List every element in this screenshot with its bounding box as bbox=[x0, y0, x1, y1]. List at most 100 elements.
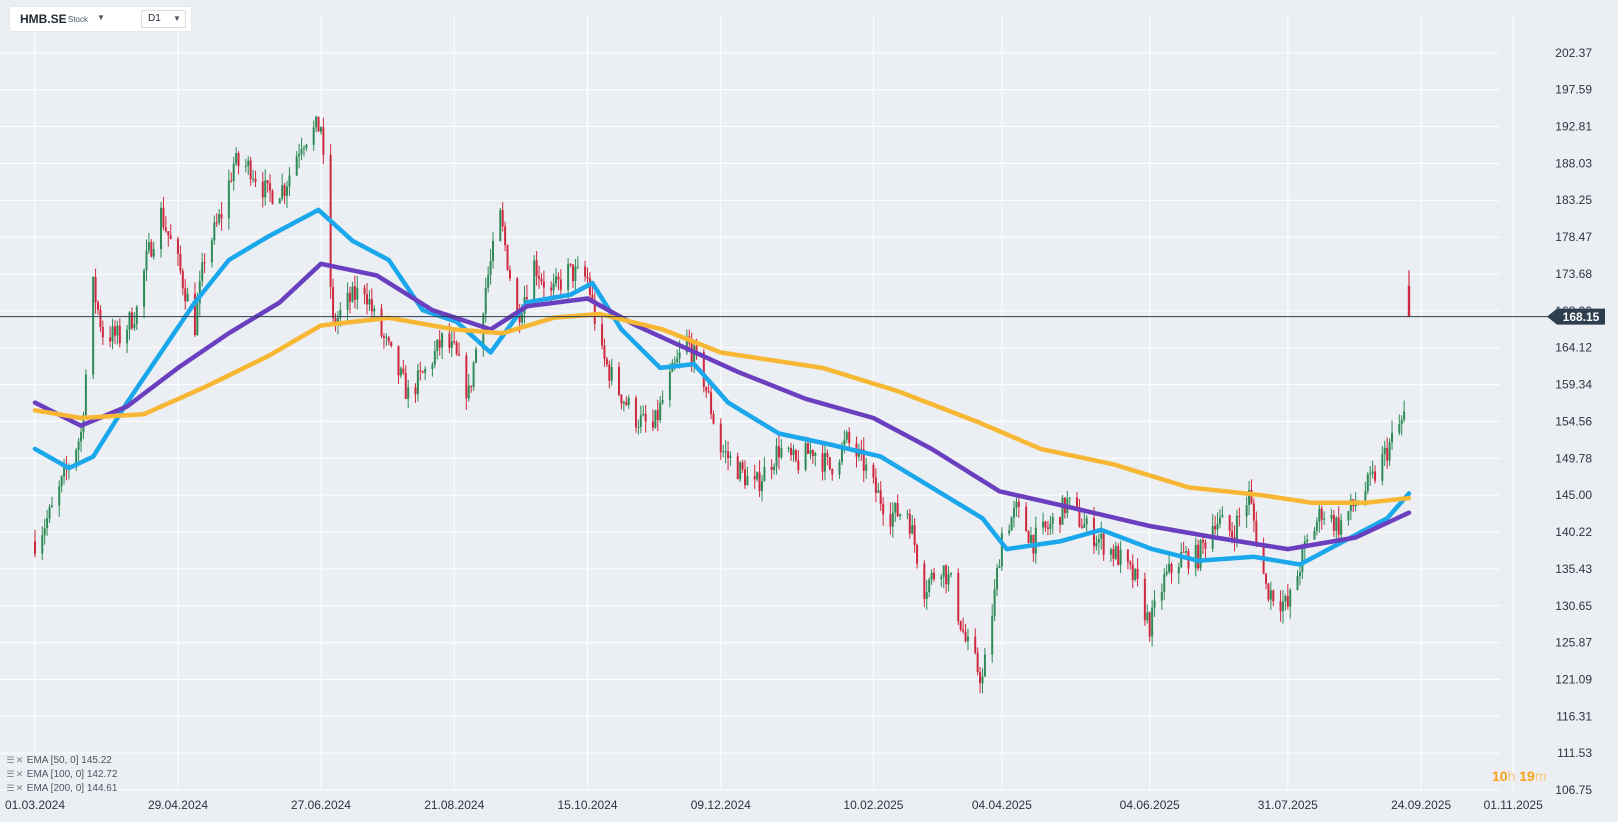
candle-body bbox=[668, 371, 671, 401]
candle-body bbox=[877, 490, 880, 493]
list-icon[interactable]: ☰ bbox=[6, 769, 15, 779]
candle-body bbox=[775, 446, 778, 467]
candle-up bbox=[1369, 466, 1372, 486]
x-tick-label: 01.11.2025 bbox=[1484, 798, 1543, 812]
candle-up bbox=[1153, 590, 1156, 617]
candle-body bbox=[797, 460, 800, 470]
candle-body bbox=[198, 281, 201, 304]
indicator-legend-ema100[interactable]: ☰✕ EMA [100, 0] 142.72 bbox=[6, 769, 117, 780]
candle-body bbox=[1129, 561, 1132, 565]
candle-down bbox=[365, 282, 368, 315]
candle-body bbox=[1202, 540, 1205, 543]
y-tick-label: 121.09 bbox=[1555, 672, 1592, 686]
candle-down bbox=[1117, 543, 1120, 566]
close-icon[interactable]: ✕ bbox=[15, 755, 24, 765]
candle-up bbox=[315, 115, 318, 133]
candle-body bbox=[843, 439, 846, 446]
candle-down bbox=[923, 560, 926, 608]
candle-body bbox=[491, 240, 494, 262]
candle-up bbox=[1085, 515, 1088, 532]
candle-body bbox=[959, 620, 962, 630]
candle-up bbox=[983, 647, 986, 677]
indicator-legend-ema50[interactable]: ☰✕ EMA [50, 0] 145.22 bbox=[6, 755, 112, 766]
candle-countdown: 10h 19m bbox=[1492, 768, 1547, 784]
candle-body bbox=[380, 308, 383, 336]
candle-body bbox=[196, 303, 199, 336]
candle-down bbox=[421, 370, 424, 374]
candle-body bbox=[235, 153, 238, 164]
y-tick-label: 183.25 bbox=[1555, 193, 1592, 207]
candle-body bbox=[567, 263, 570, 290]
candle-body bbox=[247, 160, 250, 166]
candle-up bbox=[930, 569, 933, 585]
candle-body bbox=[317, 116, 320, 132]
x-tick-label: 09.12.2024 bbox=[691, 798, 751, 812]
indicator-value: 145.22 bbox=[81, 755, 112, 766]
candle-body bbox=[1170, 563, 1173, 574]
candle-body bbox=[1218, 517, 1221, 524]
candle-body bbox=[913, 525, 916, 545]
candle-body bbox=[48, 507, 51, 519]
candle-body bbox=[404, 372, 407, 399]
candle-body bbox=[489, 261, 492, 276]
indicator-legend-ema200[interactable]: ☰✕ EMA [200, 0] 144.61 bbox=[6, 783, 117, 794]
candle-down bbox=[777, 434, 780, 470]
candle-down bbox=[1214, 515, 1217, 535]
symbol-selector[interactable]: HMB.SE Stock ▼ D1 ▼ bbox=[10, 7, 191, 31]
candle-body bbox=[346, 292, 349, 310]
candle-body bbox=[983, 654, 986, 677]
timeframe-dropdown[interactable]: D1 ▼ bbox=[141, 10, 186, 28]
candle-body bbox=[356, 287, 359, 300]
candle-body bbox=[436, 339, 439, 351]
candle-down bbox=[821, 441, 824, 481]
indicator-value: 142.72 bbox=[86, 769, 118, 780]
candle-up bbox=[576, 256, 579, 270]
last-price-tag bbox=[1547, 308, 1605, 325]
candle-body bbox=[727, 451, 730, 459]
candle-body bbox=[979, 671, 982, 684]
close-icon[interactable]: ✕ bbox=[15, 783, 24, 793]
candle-up bbox=[300, 137, 303, 161]
candle-up bbox=[288, 167, 291, 197]
candle-body bbox=[1335, 517, 1338, 531]
candle-down bbox=[710, 384, 713, 420]
candle-up bbox=[1400, 415, 1403, 436]
candle-body bbox=[552, 283, 555, 291]
candle-down bbox=[758, 460, 761, 497]
candle-body bbox=[1180, 551, 1183, 568]
candle-body bbox=[1109, 549, 1112, 555]
candle-body bbox=[1044, 521, 1047, 528]
candle-body bbox=[1046, 527, 1049, 529]
candle-body bbox=[1194, 544, 1197, 569]
candle-up bbox=[928, 577, 931, 598]
candle-body bbox=[254, 178, 257, 182]
candle-body bbox=[1102, 533, 1105, 555]
candle-down bbox=[874, 468, 877, 502]
candle-body bbox=[484, 287, 487, 314]
candle-down bbox=[97, 300, 100, 315]
candle-body bbox=[656, 410, 659, 421]
candle-down bbox=[271, 189, 274, 205]
symbol-caret-down-icon[interactable]: ▼ bbox=[97, 13, 105, 22]
candle-up bbox=[43, 518, 46, 545]
candle-up bbox=[1340, 513, 1343, 541]
candle-body bbox=[1114, 546, 1117, 559]
candle-body bbox=[1080, 526, 1083, 528]
candle-down bbox=[179, 245, 182, 275]
candle-body bbox=[181, 271, 184, 289]
candle-body bbox=[1029, 535, 1032, 543]
list-icon[interactable]: ☰ bbox=[6, 783, 15, 793]
candle-body bbox=[164, 227, 167, 232]
candle-down bbox=[1170, 562, 1173, 584]
candle-body bbox=[433, 350, 436, 365]
close-icon[interactable]: ✕ bbox=[15, 769, 24, 779]
candle-up bbox=[1318, 502, 1321, 533]
candle-down bbox=[1187, 548, 1190, 575]
list-icon[interactable]: ☰ bbox=[6, 755, 15, 765]
candle-down bbox=[1265, 572, 1268, 590]
candle-body bbox=[618, 366, 621, 395]
candle-down bbox=[962, 617, 965, 634]
candle-down bbox=[164, 216, 167, 233]
candle-body bbox=[41, 535, 44, 554]
